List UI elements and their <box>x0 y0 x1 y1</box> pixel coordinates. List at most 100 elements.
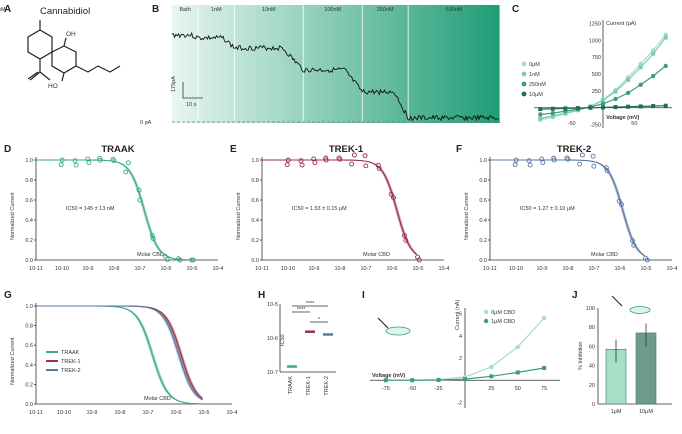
dose-xtick: 10-5 <box>186 266 197 272</box>
panel-g-chart: G 1.0 0.8 0.6 0.4 0.2 0.0 10-11 10-10 10-9 10-8 10-… <box>4 290 238 416</box>
dose-point <box>137 197 143 203</box>
c-legend-marker <box>521 81 527 87</box>
i-point <box>515 370 520 375</box>
c-ytick: 500 <box>592 72 601 78</box>
trace-background <box>172 5 500 123</box>
condition-label: 500nM <box>446 7 463 13</box>
i-legend-label: 0μM CBD <box>491 310 515 316</box>
dose-xlabel: Molar CBD <box>363 252 390 258</box>
dose-point <box>403 237 409 243</box>
condition-label: 1μM <box>0 7 6 13</box>
dose-point <box>579 152 585 158</box>
c-legend-marker <box>521 61 527 67</box>
c-ytick: 750 <box>592 55 601 61</box>
dose-xtick: 10-8 <box>114 410 125 416</box>
c-ylabel: Current (pA) <box>606 21 636 27</box>
h-ylabel: IC50 <box>280 334 286 346</box>
condition-label: 100nM <box>324 7 341 13</box>
scale-y-label: 175pA <box>171 76 177 92</box>
dose-point <box>59 157 65 163</box>
c-legend-label: 10μM <box>529 92 543 98</box>
cell-icon <box>385 326 411 336</box>
i-ytick: 6 <box>459 312 462 318</box>
c-ytick: 1000 <box>589 38 601 44</box>
dose-ytick: 0.4 <box>25 363 33 369</box>
dose-point <box>513 157 519 163</box>
dose-point <box>284 162 290 168</box>
panel-a-title: Cannabidiol <box>40 6 90 17</box>
j-category-label: 1μM <box>611 409 622 415</box>
dose-panel-title: TREK-1 <box>329 144 364 155</box>
c-ytick: 250 <box>592 89 601 95</box>
dose-point <box>189 257 195 263</box>
panel-d-chart: D TRAAK 1.0 0.8 0.6 0.4 0.2 0.0 10-11 10-10 10-9 10… <box>4 144 224 272</box>
j-ytick: 0 <box>592 402 595 408</box>
dose-panel-letter: E <box>230 144 237 155</box>
i-point <box>436 378 441 382</box>
dose-point <box>565 156 571 162</box>
iv-cbd-chart: 6 4 2 -2 -75 -50 -25 25 50 75 Current (nA) Voltage … <box>370 300 560 408</box>
c-point <box>638 65 643 70</box>
i-legend-marker <box>483 318 489 324</box>
dose-point <box>362 153 368 159</box>
i-xtick: -50 <box>408 386 416 392</box>
c-point <box>651 104 656 109</box>
dose-ytick: 1.0 <box>25 158 33 164</box>
condition-labels: Bath 1nM 10nM 100nM 250nM 500nM 1μM <box>0 5 501 122</box>
c-point <box>650 73 656 79</box>
j-ytick: 60 <box>589 344 595 350</box>
dose-point <box>591 163 597 169</box>
h-category-label: TRAAK <box>288 376 294 395</box>
dose-xtick: 10-7 <box>134 266 145 272</box>
i-xtick: 25 <box>488 386 494 392</box>
panel-h-letter: H <box>258 290 265 301</box>
oh-top-label: OH <box>66 31 76 38</box>
i-ytick: 4 <box>459 334 462 340</box>
i-point <box>542 366 547 370</box>
i-legend-marker <box>483 309 489 315</box>
c-point <box>550 110 556 116</box>
i-point <box>410 378 415 383</box>
panel-a-letter: A <box>4 4 11 15</box>
c-point <box>550 113 555 118</box>
c-legend-marker <box>521 91 527 97</box>
j-ytick: 80 <box>589 325 595 331</box>
c-point <box>575 106 580 111</box>
dose-point <box>125 160 131 166</box>
zero-pa-label: 0 pA <box>140 120 152 126</box>
dose-point <box>590 153 596 159</box>
c-legend-label: 250nM <box>529 82 546 88</box>
dose-ytick: 0.6 <box>251 198 259 204</box>
dose-ytick: 0.0 <box>25 258 33 264</box>
c-point <box>538 112 543 117</box>
dose-xtick: 10-11 <box>483 266 497 272</box>
dose-ytick: 0.6 <box>25 343 33 349</box>
dose-point <box>540 160 546 166</box>
c-point <box>613 96 618 102</box>
dose-ytick: 0.8 <box>25 324 33 330</box>
i-xlabel: Voltage (mV) <box>372 373 405 379</box>
dose-xtick: 10-9 <box>82 266 93 272</box>
c-xlabel: Voltage (mV) <box>606 115 639 121</box>
c-ytick: 1250 <box>589 21 601 27</box>
dose-ytick: 0.8 <box>479 178 487 184</box>
dose-point <box>388 191 394 197</box>
dose-point <box>97 157 103 163</box>
dose-point <box>72 158 78 164</box>
j-ylabel: % Inhibition <box>578 342 584 370</box>
dose-xtick: 10-11 <box>255 266 269 272</box>
c-point <box>638 82 643 88</box>
dose-ytick: 0.2 <box>25 382 33 388</box>
i-point <box>541 315 547 321</box>
dose-panel-letter: D <box>4 144 11 155</box>
dose-point <box>644 257 650 263</box>
panel-c-letter: C <box>512 4 519 15</box>
dose-point <box>416 257 422 263</box>
j-category-label: 10μM <box>639 409 653 415</box>
dose-legend-label: TRAAK <box>61 350 80 356</box>
h-sig-label: **** <box>297 307 306 313</box>
dose-xtick: 10-11 <box>29 266 43 272</box>
dose-point <box>111 158 117 164</box>
h-category-label: TREK-1 <box>306 376 312 396</box>
